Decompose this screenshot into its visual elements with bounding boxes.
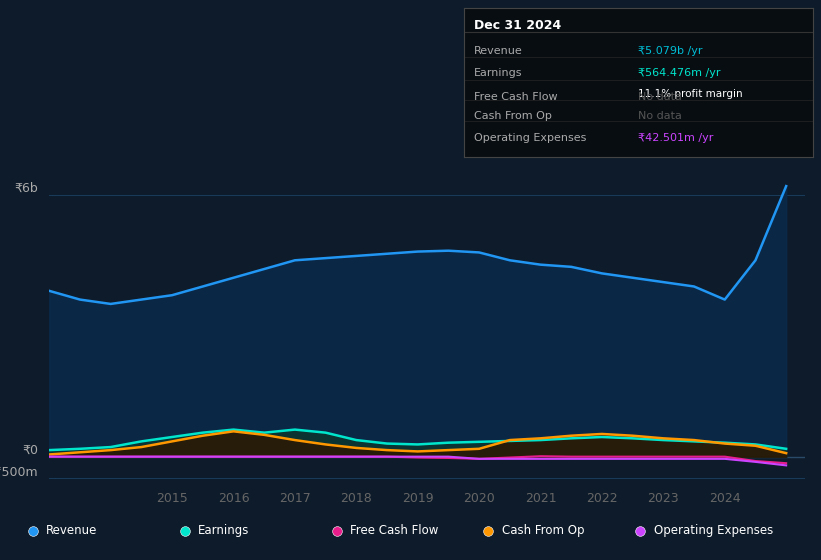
Text: No data: No data (639, 91, 682, 101)
Text: Revenue: Revenue (475, 45, 523, 55)
Text: ₹0: ₹0 (22, 444, 38, 456)
Text: Earnings: Earnings (198, 524, 250, 538)
Text: -₹500m: -₹500m (0, 465, 38, 478)
Text: ₹564.476m /yr: ₹564.476m /yr (639, 68, 721, 78)
Text: 11.1% profit margin: 11.1% profit margin (639, 88, 743, 99)
Text: ₹42.501m /yr: ₹42.501m /yr (639, 133, 713, 143)
Text: Earnings: Earnings (475, 68, 523, 78)
Text: ₹6b: ₹6b (14, 182, 38, 195)
Text: Cash From Op: Cash From Op (502, 524, 584, 538)
Text: Operating Expenses: Operating Expenses (654, 524, 773, 538)
Text: Dec 31 2024: Dec 31 2024 (475, 19, 562, 32)
Text: Free Cash Flow: Free Cash Flow (475, 91, 558, 101)
Text: Free Cash Flow: Free Cash Flow (350, 524, 438, 538)
Text: Cash From Op: Cash From Op (475, 111, 553, 121)
Text: ₹5.079b /yr: ₹5.079b /yr (639, 45, 703, 55)
Text: Operating Expenses: Operating Expenses (475, 133, 587, 143)
Text: Revenue: Revenue (46, 524, 98, 538)
Text: No data: No data (639, 111, 682, 121)
